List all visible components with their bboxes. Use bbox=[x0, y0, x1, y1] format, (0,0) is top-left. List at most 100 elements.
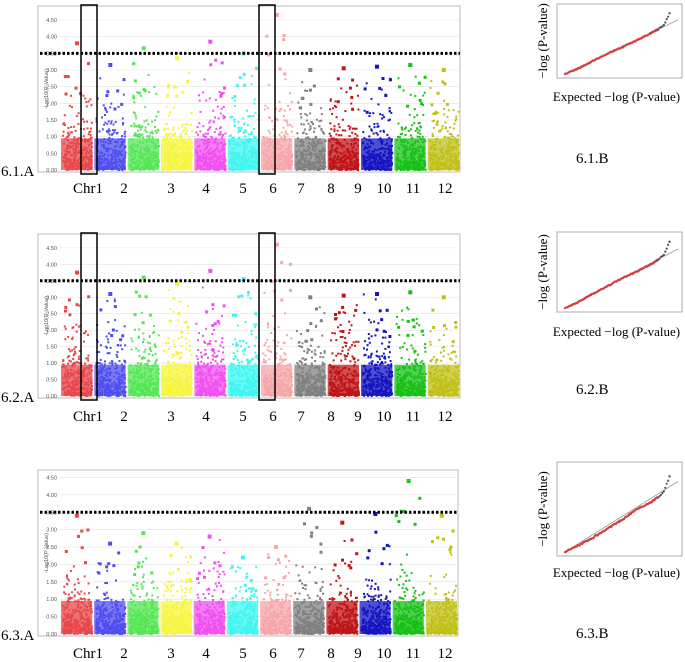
snp-point bbox=[173, 346, 176, 349]
snp-point bbox=[448, 136, 451, 139]
snp-point bbox=[155, 115, 158, 118]
snp-point bbox=[67, 133, 70, 136]
snp-point bbox=[416, 128, 419, 131]
snp-point bbox=[329, 99, 332, 102]
snp-point bbox=[142, 341, 144, 343]
snp-point bbox=[71, 327, 74, 329]
snp-point bbox=[180, 345, 183, 347]
snp-point bbox=[450, 133, 453, 136]
snp-point bbox=[87, 100, 90, 103]
snp-dense-band bbox=[94, 138, 126, 170]
snp-point-high bbox=[68, 313, 72, 317]
snp-point bbox=[149, 347, 152, 350]
snp-point bbox=[84, 97, 87, 100]
snp-point bbox=[145, 119, 148, 122]
snp-point bbox=[445, 126, 448, 129]
snp-point bbox=[439, 129, 442, 132]
snp-point bbox=[74, 346, 77, 348]
snp-point-high bbox=[381, 77, 385, 80]
snp-point bbox=[341, 118, 344, 121]
snp-point-high bbox=[66, 75, 70, 79]
snp-point bbox=[436, 123, 439, 126]
snp-point bbox=[104, 114, 106, 116]
snp-dense-band bbox=[361, 138, 393, 170]
snp-point bbox=[135, 134, 137, 137]
snp-point bbox=[220, 107, 223, 110]
snp-point bbox=[134, 132, 137, 135]
snp-point-high bbox=[121, 334, 125, 338]
snp-point bbox=[362, 131, 365, 134]
snp-point bbox=[182, 129, 185, 132]
snp-point bbox=[133, 328, 136, 331]
snp-point bbox=[401, 132, 403, 135]
snp-point bbox=[185, 129, 188, 132]
snp-point bbox=[302, 123, 305, 126]
snp-point bbox=[333, 130, 336, 133]
y-tick-label: 1.00 bbox=[46, 361, 57, 367]
snp-point-high bbox=[443, 82, 447, 86]
snp-point bbox=[114, 121, 117, 123]
snp-point bbox=[179, 133, 182, 136]
snp-point bbox=[212, 109, 215, 112]
snp-point bbox=[138, 328, 140, 331]
snp-point bbox=[71, 336, 74, 339]
chromosome-label: 3 bbox=[167, 181, 175, 197]
snp-point bbox=[133, 125, 136, 128]
snp-point bbox=[275, 107, 277, 110]
snp-point-high bbox=[282, 38, 286, 41]
snp-point bbox=[414, 129, 417, 132]
snp-point bbox=[370, 128, 373, 131]
snp-point bbox=[357, 108, 360, 111]
snp-point-high bbox=[106, 90, 110, 94]
snp-point bbox=[164, 123, 167, 125]
y-tick-label: 2.00 bbox=[46, 101, 57, 107]
snp-top-hit bbox=[141, 275, 146, 280]
snp-point bbox=[411, 124, 414, 127]
snp-point bbox=[162, 349, 165, 352]
chromosome-label: 9 bbox=[354, 181, 362, 197]
snp-point bbox=[307, 122, 310, 125]
snp-point bbox=[63, 124, 66, 126]
snp-point bbox=[455, 115, 458, 118]
snp-point bbox=[107, 128, 110, 131]
snp-point-high bbox=[417, 81, 421, 85]
chromosome-label: 7 bbox=[297, 181, 305, 197]
snp-point bbox=[250, 133, 253, 135]
snp-point bbox=[444, 121, 447, 124]
snp-point bbox=[73, 353, 76, 356]
snp-dense-band bbox=[127, 138, 159, 170]
snp-point-high bbox=[116, 89, 120, 93]
highlight-box-7 bbox=[258, 4, 276, 175]
snp-point-high bbox=[113, 107, 117, 111]
snp-point bbox=[202, 91, 205, 94]
snp-point bbox=[313, 127, 316, 130]
snp-point bbox=[376, 133, 379, 136]
snp-point bbox=[148, 91, 151, 94]
snp-point bbox=[152, 332, 154, 334]
snp-point bbox=[146, 341, 149, 344]
snp-point bbox=[409, 128, 412, 131]
snp-point bbox=[191, 130, 194, 132]
snp-point bbox=[188, 344, 191, 347]
snp-point bbox=[84, 362, 87, 365]
snp-point bbox=[111, 129, 114, 132]
snp-point bbox=[72, 357, 75, 360]
y-tick-label: 3.50 bbox=[46, 279, 57, 285]
chromosome-points-5 bbox=[194, 39, 227, 171]
snp-point-high bbox=[110, 334, 114, 337]
chromosome-label: 5 bbox=[239, 181, 247, 197]
snp-point bbox=[330, 128, 333, 131]
snp-point bbox=[165, 105, 168, 108]
snp-point bbox=[300, 123, 303, 126]
snp-point bbox=[355, 127, 358, 130]
snp-point bbox=[388, 136, 391, 139]
snp-point bbox=[151, 132, 154, 135]
snp-point bbox=[69, 131, 72, 134]
snp-point bbox=[422, 94, 425, 97]
snp-point bbox=[163, 128, 166, 131]
snp-point bbox=[148, 134, 151, 137]
snp-point bbox=[184, 123, 187, 126]
snp-point bbox=[321, 131, 324, 134]
snp-point bbox=[78, 304, 81, 307]
